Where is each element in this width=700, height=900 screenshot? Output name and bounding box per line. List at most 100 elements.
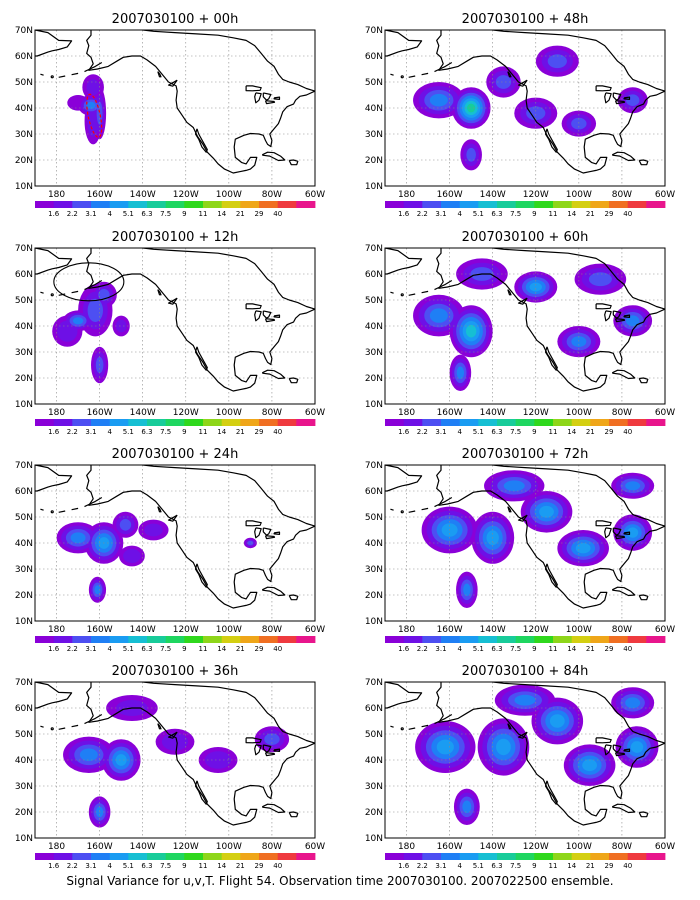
colorbar: 1.6 2.2 3.1 4 5.1 6.3 7.5 9 11 14 21 29 40	[385, 636, 666, 653]
lon-tick-label: 100W	[216, 408, 242, 418]
colorbar-swatch	[240, 636, 260, 643]
lon-tick-label: 60W	[655, 408, 675, 418]
map-panel-24h: 2007030100 + 24h 70N 60N 50N 40N 30N 20N 10N 180…	[15, 447, 325, 653]
colorbar-label: 3.1	[435, 428, 446, 436]
colorbar-label: 14	[567, 645, 576, 653]
variance-contour	[571, 117, 587, 130]
lon-tick-label: 180	[48, 842, 65, 852]
colorbar-swatch	[441, 201, 461, 208]
colorbar-swatch	[72, 419, 92, 426]
colorbar-swatch	[459, 636, 479, 643]
colorbar-swatch	[240, 201, 260, 208]
colorbar-label: 1.6	[48, 645, 60, 653]
lat-tick-label: 40N	[365, 539, 383, 549]
variance-contour	[70, 532, 86, 544]
lon-tick-label: 100W	[216, 842, 242, 852]
colorbar-swatch	[403, 636, 423, 643]
lat-tick-label: 20N	[15, 374, 33, 384]
lon-tick-label: 80W	[262, 408, 282, 418]
colorbar-swatch	[497, 853, 517, 860]
variance-contour	[115, 319, 127, 333]
colorbar-label: 21	[236, 210, 245, 218]
colorbar-label: 2.2	[67, 210, 78, 218]
variance-contour	[429, 308, 448, 323]
lat-tick-label: 50N	[15, 78, 33, 88]
colorbar-swatch	[184, 636, 204, 643]
colorbar-swatch	[553, 419, 573, 426]
colorbar-swatch	[72, 853, 92, 860]
colorbar-label: 40	[623, 428, 632, 436]
colorbar-label: 3.1	[85, 645, 96, 653]
variance-contour	[467, 103, 476, 113]
colorbar-label: 14	[217, 210, 226, 218]
lon-tick-label: 140W	[480, 625, 506, 635]
lon-tick-label: 100W	[216, 190, 242, 200]
lon-tick-label: 140W	[480, 190, 506, 200]
colorbar-swatch	[646, 636, 666, 643]
colorbar-label: 4	[107, 645, 112, 653]
colorbar-swatch	[91, 636, 111, 643]
colorbar-swatch	[221, 853, 241, 860]
colorbar-label: 6.3	[491, 645, 502, 653]
coastline	[385, 248, 665, 392]
colorbar-swatch	[277, 853, 297, 860]
map-frame	[34, 29, 316, 187]
variance-field	[415, 684, 659, 825]
lat-tick-label: 30N	[365, 565, 383, 575]
lat-tick-label: 30N	[365, 130, 383, 140]
colorbar-label: 6.3	[491, 428, 502, 436]
map-frame	[384, 247, 666, 405]
lat-tick-label: 60N	[365, 704, 383, 714]
colorbar-swatch	[277, 419, 297, 426]
colorbar-label: 9	[182, 210, 186, 218]
colorbar-swatch	[91, 201, 111, 208]
colorbar-swatch	[147, 201, 167, 208]
lon-tick-label: 120W	[173, 625, 199, 635]
colorbar-swatch	[109, 419, 129, 426]
lat-tick-label: 10N	[365, 400, 383, 410]
colorbar-swatch	[497, 636, 517, 643]
map-frame	[34, 247, 316, 405]
colorbar-label: 5.1	[473, 862, 484, 870]
lon-tick-label: 160W	[437, 842, 463, 852]
lat-tick-label: 70N	[365, 244, 383, 254]
variance-contour	[526, 106, 546, 121]
colorbar-label: 29	[605, 862, 614, 870]
lat-tick-label: 50N	[15, 730, 33, 740]
colorbar-swatch	[53, 636, 73, 643]
colorbar-label: 2.2	[417, 645, 428, 653]
colorbar-swatch	[165, 419, 185, 426]
colorbar-swatch	[203, 201, 223, 208]
map-panel-00h: 2007030100 + 00h 70N 60N 50N 40N 30N 20N 10N 180…	[15, 12, 325, 218]
colorbar-swatch	[35, 201, 55, 208]
colorbar-label: 7.5	[160, 428, 171, 436]
lon-tick-label: 100W	[566, 408, 592, 418]
colorbar-swatch	[35, 853, 55, 860]
panel-title: 2007030100 + 12h	[112, 230, 239, 245]
lon-tick-label: 160W	[87, 842, 113, 852]
colorbar-swatch	[422, 201, 442, 208]
colorbar-swatch	[571, 201, 591, 208]
colorbar-label: 1.6	[398, 428, 410, 436]
variance-contour	[627, 527, 639, 538]
coastline	[35, 682, 315, 826]
colorbar-swatch	[109, 636, 129, 643]
variance-contour	[144, 523, 163, 537]
lat-tick-label: 10N	[15, 617, 33, 627]
colorbar-swatch	[627, 201, 647, 208]
variance-contour	[466, 147, 476, 162]
lat-tick-label: 20N	[365, 156, 383, 166]
colorbar-label: 29	[605, 645, 614, 653]
lon-tick-label: 80W	[262, 625, 282, 635]
colorbar-label: 1.6	[48, 428, 60, 436]
colorbar-swatch	[422, 853, 442, 860]
colorbar-label: 40	[273, 862, 282, 870]
lat-tick-label: 70N	[365, 678, 383, 688]
colorbar-swatch	[259, 853, 279, 860]
colorbar: 1.6 2.2 3.1 4 5.1 6.3 7.5 9 11 14 21 29 40	[35, 201, 316, 218]
variance-contour	[549, 714, 565, 728]
variance-contour	[94, 585, 101, 595]
colorbar-swatch	[478, 201, 498, 208]
lat-tick-label: 50N	[15, 296, 33, 306]
variance-field	[413, 258, 653, 391]
